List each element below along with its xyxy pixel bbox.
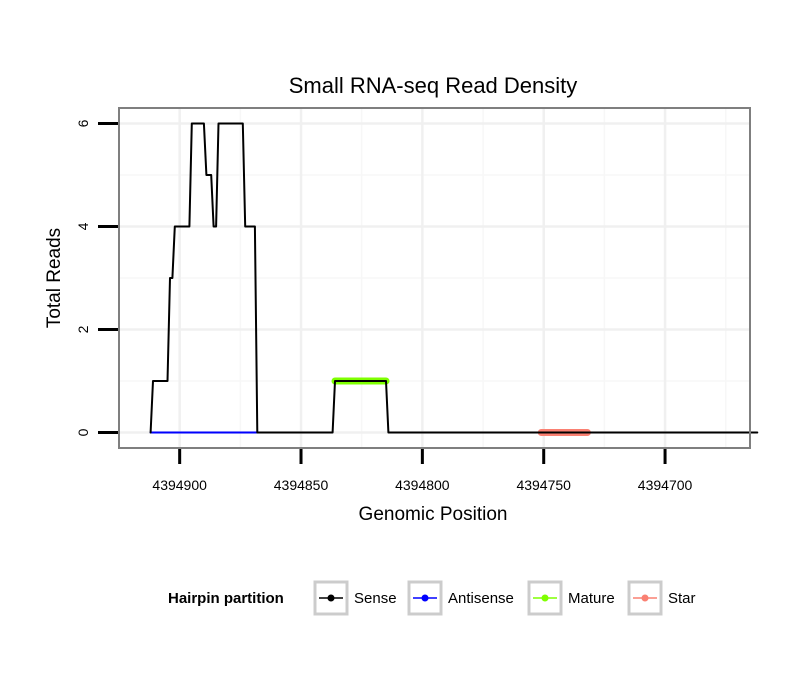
- y-axis-label: Total Reads: [44, 228, 65, 328]
- y-axis: 0 2 4 6: [75, 119, 118, 436]
- plot-panel: [118, 107, 751, 449]
- legend-label-antisense: Antisense: [448, 590, 514, 607]
- legend-label-mature: Mature: [568, 590, 615, 607]
- grid: [118, 108, 750, 448]
- x-axis-label: Genomic Position: [359, 504, 508, 525]
- y-tick-label: 0: [75, 428, 91, 436]
- x-tick-label: 4394750: [516, 477, 571, 493]
- x-axis: 4394900 4394850 4394800 4394750 4394700: [152, 449, 693, 493]
- legend-swatch-point-mature: [541, 594, 549, 602]
- y-tick-label: 6: [75, 119, 91, 127]
- x-tick-label: 4394800: [395, 477, 450, 493]
- x-tick-label: 4394850: [274, 477, 329, 493]
- legend-swatch-point-antisense: [421, 594, 429, 602]
- y-tick-label: 2: [75, 325, 91, 333]
- series-line-sense: [149, 122, 759, 434]
- y-tick-label: 4: [75, 222, 91, 230]
- legend-swatch-point-sense: [327, 594, 335, 602]
- x-tick-label: 4394700: [638, 477, 693, 493]
- legend-label-star: Star: [668, 590, 696, 607]
- legend: Hairpin partition Sense Antisense Mature St…: [168, 580, 696, 616]
- legend-label-sense: Sense: [354, 590, 397, 607]
- legend-swatch-point-star: [641, 594, 649, 602]
- chart-title: Small RNA-seq Read Density: [289, 73, 578, 98]
- series-layer: [149, 122, 759, 436]
- x-tick-label: 4394900: [152, 477, 207, 493]
- legend-title: Hairpin partition: [168, 590, 284, 607]
